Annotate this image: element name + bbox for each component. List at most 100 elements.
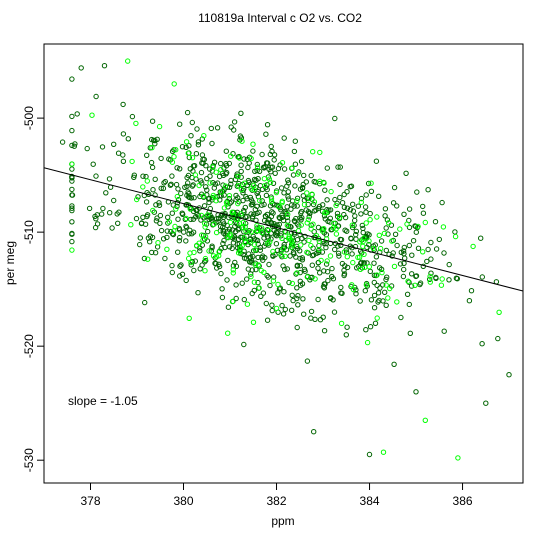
data-point <box>200 193 207 199</box>
data-point <box>133 215 140 222</box>
data-point <box>173 147 179 153</box>
data-point <box>324 197 330 203</box>
data-point <box>385 295 391 301</box>
data-point <box>172 223 178 230</box>
data-point <box>202 220 208 227</box>
data-point <box>285 180 292 186</box>
data-point <box>391 361 397 367</box>
data-point <box>284 222 290 229</box>
data-point <box>315 265 321 271</box>
data-point <box>202 255 209 262</box>
data-point <box>357 298 363 304</box>
data-point <box>206 248 212 254</box>
data-point <box>184 174 190 181</box>
data-point <box>361 251 367 258</box>
data-point <box>120 158 127 165</box>
data-point <box>128 222 134 228</box>
data-point <box>262 183 268 189</box>
data-point <box>264 211 270 218</box>
data-point <box>438 282 445 288</box>
data-point <box>278 185 285 191</box>
data-point <box>275 281 281 288</box>
data-point <box>255 279 261 286</box>
data-point <box>321 226 327 232</box>
data-point <box>268 169 274 175</box>
data-point <box>144 213 150 220</box>
data-point <box>299 215 305 221</box>
data-point <box>225 304 232 310</box>
data-point <box>383 247 389 254</box>
data-point <box>251 176 258 183</box>
data-point <box>103 190 109 196</box>
data-point <box>260 257 266 263</box>
data-point <box>189 231 195 237</box>
data-point <box>239 280 245 286</box>
data-point <box>190 216 197 222</box>
data-point <box>320 314 326 320</box>
data-point <box>149 145 155 151</box>
data-point <box>309 191 315 197</box>
data-point <box>381 230 388 237</box>
data-point <box>131 172 138 178</box>
data-point <box>290 172 297 178</box>
x-tick-label: 378 <box>80 494 100 508</box>
data-point <box>363 327 369 333</box>
plot-frame <box>43 43 524 484</box>
data-point <box>240 219 247 226</box>
data-point <box>317 317 324 323</box>
data-point <box>377 265 383 271</box>
data-point <box>264 160 270 166</box>
data-point <box>148 159 155 166</box>
data-point <box>401 266 407 273</box>
data-point <box>156 123 163 130</box>
data-point <box>69 192 76 198</box>
data-point <box>415 223 421 230</box>
data-point <box>370 245 377 252</box>
data-point <box>311 199 318 205</box>
data-point <box>374 214 380 220</box>
data-points <box>59 58 512 461</box>
data-point <box>153 218 160 224</box>
data-point <box>236 155 243 161</box>
data-point <box>137 235 144 241</box>
data-point <box>298 242 304 248</box>
data-point <box>288 237 294 243</box>
data-point <box>420 210 427 216</box>
data-point <box>397 261 404 267</box>
data-point <box>238 162 244 168</box>
data-point <box>376 193 382 200</box>
data-point <box>360 225 366 232</box>
data-point <box>337 164 343 170</box>
data-point <box>94 221 101 227</box>
data-point <box>149 118 156 124</box>
data-point <box>367 268 373 275</box>
data-point <box>216 249 222 255</box>
data-point <box>251 236 258 242</box>
data-point <box>337 236 344 243</box>
data-point <box>279 235 285 242</box>
data-point <box>413 389 419 395</box>
data-point <box>321 180 327 186</box>
data-point <box>401 251 407 257</box>
data-point <box>175 249 181 255</box>
data-point <box>406 224 413 231</box>
data-point <box>427 273 433 280</box>
data-point <box>335 250 342 257</box>
data-point <box>254 167 260 174</box>
data-point <box>188 259 194 266</box>
y-tick-label: -510 <box>22 220 36 244</box>
data-point <box>201 203 208 209</box>
data-point <box>306 195 312 202</box>
data-point <box>311 252 317 258</box>
data-point <box>252 262 259 268</box>
data-point <box>144 190 150 196</box>
slope-annotation: slope = -1.05 <box>68 394 138 408</box>
data-point <box>267 179 274 186</box>
data-point <box>440 224 447 230</box>
data-point <box>140 173 146 179</box>
data-point <box>186 315 192 321</box>
data-point <box>362 288 368 294</box>
data-point <box>169 210 176 216</box>
data-point <box>407 330 413 336</box>
data-point <box>305 209 312 215</box>
